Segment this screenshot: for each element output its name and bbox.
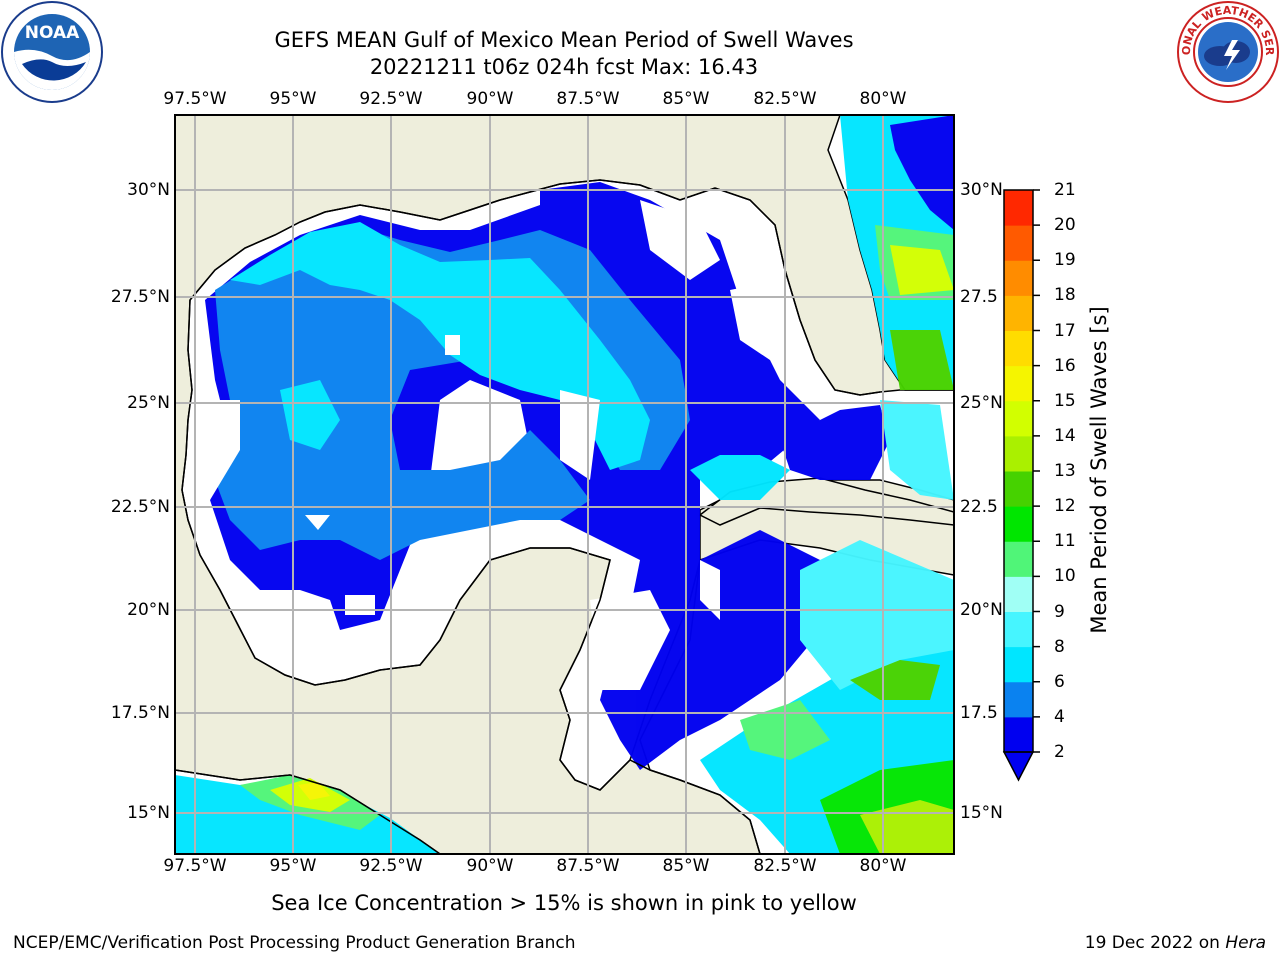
colorbar-segment [1004, 471, 1033, 507]
colorbar-segment [1004, 225, 1033, 261]
colorbar-title: Mean Period of Swell Waves [s] [1087, 306, 1111, 634]
nws-logo: NATIONAL WEATHER SERVICE [1176, 0, 1279, 103]
lon-label-bottom: 92.5°W [359, 856, 423, 876]
colorbar-tick-label: 15 [1054, 390, 1076, 411]
colorbar-tick-label: 17 [1054, 320, 1076, 341]
swell-band-2-4-florida-straits [780, 405, 890, 480]
calm-areas [188, 200, 800, 690]
lon-label-bottom: 97.5°W [163, 856, 227, 876]
swell-band-8-9-bahamas [880, 400, 954, 500]
lon-label-bottom: 80°W [859, 856, 907, 876]
central-america-coastline [175, 759, 761, 854]
lat-label-left: 30°N [127, 180, 170, 200]
colorbar-segment [1004, 646, 1033, 683]
colorbar-segment [1004, 295, 1033, 331]
lat-label-right: 15°N [960, 803, 1003, 823]
colorbar-tick-label: 4 [1054, 706, 1065, 727]
lon-label-top: 95°W [269, 89, 317, 109]
noaa-logo: NOAA [1, 1, 103, 103]
colorbar-tick-label: 10 [1054, 566, 1076, 587]
lon-label-top: 87.5°W [556, 89, 620, 109]
lat-label-right: 25°N [960, 393, 1003, 413]
noaa-logo-text: NOAA [25, 23, 80, 43]
lat-label-left: 25°N [127, 393, 170, 413]
swell-band-6-8-c [690, 455, 790, 500]
colorbar-segment [1004, 506, 1033, 542]
colorbar-extend-arrow [1002, 751, 1035, 782]
map-title: GEFS MEAN Gulf of Mexico Mean Period of … [274, 28, 854, 52]
lon-label-bottom: 95°W [269, 856, 317, 876]
lat-label-left: 15°N [127, 803, 170, 823]
colorbar-segment [1004, 435, 1033, 472]
map-frame-content [175, 115, 954, 854]
swell-band-2-4-atlantic [890, 115, 954, 230]
footer-date-text: 19 Dec 2022 on [1084, 933, 1226, 953]
lon-label-bottom: 82.5°W [753, 856, 817, 876]
lat-label-right: 20°N [960, 600, 1003, 620]
lon-label-top: 92.5°W [359, 89, 423, 109]
lat-label-right: 30°N [960, 180, 1003, 200]
swell-band-14-16-pacific [298, 782, 330, 800]
lon-label-top: 97.5°W [163, 89, 227, 109]
lon-label-bottom: 85°W [662, 856, 710, 876]
colorbar-segment [1004, 576, 1033, 612]
footer-date: 19 Dec 2022 on Hera [1085, 933, 1266, 953]
swell-band-6-8 [230, 222, 650, 470]
colorbar-tick-label: 20 [1054, 215, 1076, 236]
lon-label-top: 90°W [466, 89, 514, 109]
graticule [175, 115, 954, 854]
colorbar-segment [1004, 681, 1033, 718]
swell-band-8-9-caribbean [800, 540, 954, 690]
lon-label-top: 82.5°W [753, 89, 817, 109]
swell-field [175, 115, 954, 854]
lat-label-right: 27.5 [960, 287, 998, 307]
colorbar-tick-label: 12 [1054, 496, 1076, 517]
colorbar-tick-label: 18 [1054, 285, 1076, 306]
lat-label-right: 22.5 [960, 497, 998, 517]
lon-label-top: 85°W [662, 89, 710, 109]
colorbar-tick-label: 19 [1054, 250, 1076, 271]
gulf-coastline [189, 179, 881, 396]
lat-label-right: 17.5 [960, 703, 998, 723]
lat-label-left: 17.5°N [110, 703, 170, 723]
lon-label-bottom: 90°W [466, 856, 514, 876]
colorbar-tick-label: 9 [1054, 601, 1065, 622]
colorbar-tick-label: 16 [1054, 355, 1076, 376]
colorbar-tick-label: 6 [1054, 671, 1065, 692]
colorbar-segment [1004, 260, 1033, 296]
swell-band-10-12-jamaica [850, 660, 940, 700]
colorbar-tick-label: 14 [1054, 425, 1076, 446]
colorbar-tick-label: 11 [1054, 531, 1076, 552]
lat-label-left: 27.5°N [110, 287, 170, 307]
footer-credit: NCEP/EMC/Verification Post Processing Pr… [13, 933, 576, 953]
map-subtitle: 20221211 t06z 024h fcst Max: 16.43 [369, 55, 759, 79]
footer-host: Hera [1225, 933, 1266, 953]
colorbar-segment [1004, 611, 1033, 648]
colorbar-tick-label: 21 [1054, 180, 1076, 200]
swell-band-6-8-b [280, 380, 340, 450]
map-border [174, 114, 955, 855]
swell-band-10-12-bahamas [890, 330, 954, 390]
sea-ice-note: Sea Ice Concentration > 15% is shown in … [271, 891, 857, 915]
mexico-coastline [181, 299, 631, 791]
lon-label-bottom: 87.5°W [556, 856, 620, 876]
colorbar-tick-label: 13 [1054, 461, 1076, 481]
colorbar-tick-label: 8 [1054, 636, 1065, 657]
colorbar [1002, 189, 1040, 782]
colorbar-segment [1004, 365, 1033, 402]
lat-label-left: 22.5°N [110, 497, 170, 517]
swell-band-12-14-atlantic [890, 245, 954, 295]
colorbar-segment [1004, 330, 1033, 367]
colorbar-segment [1004, 716, 1033, 753]
lon-label-top: 80°W [859, 89, 907, 109]
colorbar-segment [1004, 541, 1033, 577]
lat-label-left: 20°N [127, 600, 170, 620]
colorbar-segment [1004, 400, 1033, 437]
colorbar-segment [1004, 190, 1033, 226]
colorbar-tick-label: 2 [1054, 742, 1065, 762]
